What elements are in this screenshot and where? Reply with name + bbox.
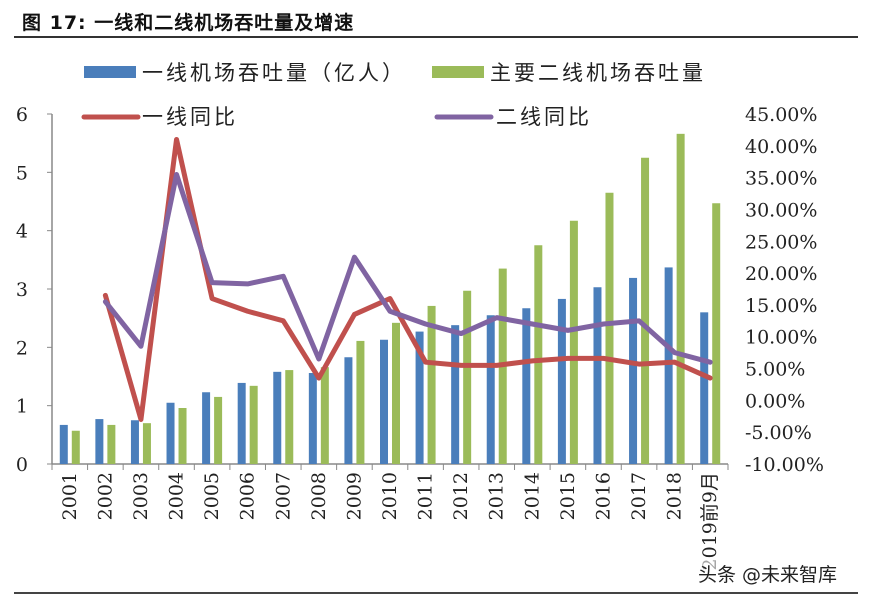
bar-tier1-2015 bbox=[557, 298, 566, 464]
bar-tier2-2016 bbox=[605, 192, 614, 464]
left-tick-label: 5 bbox=[16, 162, 28, 184]
bar-tier1-2017 bbox=[629, 277, 638, 464]
x-tick-label: 2013 bbox=[486, 472, 508, 520]
bar-tier2-2008 bbox=[320, 367, 329, 464]
bottom-rule bbox=[14, 592, 858, 594]
bar-tier2-2018 bbox=[676, 133, 685, 465]
bar-tier2-2009 bbox=[356, 340, 365, 464]
left-tick-label: 2 bbox=[16, 337, 28, 359]
right-tick-label: 15.00% bbox=[745, 295, 817, 317]
bar-tier1-2012 bbox=[451, 325, 460, 464]
bar-tier1-2008 bbox=[308, 373, 317, 464]
bar-tier1-2018 bbox=[664, 267, 673, 464]
bar-tier2-2011 bbox=[427, 305, 436, 464]
bar-tier1-2011 bbox=[415, 331, 424, 464]
x-tick-label: 2016 bbox=[592, 472, 614, 520]
x-tick-label: 2009 bbox=[343, 472, 365, 520]
bar-tier1-2014 bbox=[522, 308, 531, 464]
bar-tier1-2007 bbox=[273, 371, 282, 464]
legend-swatch-tier1-bar bbox=[84, 66, 136, 78]
bar-tier2-2003 bbox=[142, 423, 151, 464]
bar-tier2-2005 bbox=[214, 396, 223, 464]
right-tick-label: 5.00% bbox=[745, 359, 805, 381]
x-tick-label: 2014 bbox=[521, 472, 543, 520]
x-tick-label: 2012 bbox=[450, 472, 472, 520]
bar-tier1-2013 bbox=[486, 315, 495, 464]
right-tick-label: -5.00% bbox=[745, 422, 812, 444]
bar-tier2-2015 bbox=[569, 220, 578, 464]
figure-title: 图 17: 一线和二线机场吞吐量及增速 bbox=[22, 12, 355, 34]
right-tick-label: 30.00% bbox=[745, 199, 817, 221]
left-tick-label: 1 bbox=[16, 396, 28, 418]
bar-tier2-2002 bbox=[107, 424, 116, 464]
bar-tier2-2007 bbox=[285, 370, 294, 464]
bar-tier1-2009 bbox=[344, 357, 353, 464]
watermark: 头条 @未来智库 bbox=[698, 560, 838, 587]
bar-tier2-2017 bbox=[641, 157, 650, 464]
x-tick-label: 2001 bbox=[59, 472, 81, 520]
x-tick-label: 2005 bbox=[201, 472, 223, 520]
bar-tier2-2019前9月 bbox=[712, 203, 721, 464]
bar-tier1-2010 bbox=[380, 339, 388, 464]
x-tick-label: 2003 bbox=[130, 472, 152, 520]
bar-tier1-2006 bbox=[237, 382, 246, 464]
x-tick-label: 2015 bbox=[557, 472, 579, 520]
right-tick-label: 0.00% bbox=[745, 390, 805, 412]
x-tick-label: 2011 bbox=[415, 472, 437, 520]
legend-label-tier1-bar: 一线机场吞吐量（亿人） bbox=[142, 61, 406, 85]
right-tick-label: -10.00% bbox=[745, 454, 824, 476]
x-tick-label: 2019前9月 bbox=[699, 472, 721, 570]
bar-tier1-2002 bbox=[95, 419, 104, 464]
x-tick-label: 2006 bbox=[237, 472, 259, 520]
line-tier2-growth bbox=[102, 171, 713, 365]
x-tick-label: 2002 bbox=[94, 472, 116, 520]
right-tick-label: 45.00% bbox=[745, 104, 817, 126]
bar-tier1-2016 bbox=[593, 287, 602, 464]
left-tick-label: 6 bbox=[16, 104, 28, 126]
right-tick-label: 20.00% bbox=[745, 263, 817, 285]
legend-label-tier2-line: 二线同比 bbox=[496, 105, 592, 129]
bar-tier2-2010 bbox=[392, 322, 400, 464]
left-tick-label: 3 bbox=[16, 279, 28, 301]
bar-tier2-2014 bbox=[534, 245, 543, 464]
left-tick-label: 4 bbox=[16, 221, 28, 243]
x-tick-label: 2004 bbox=[166, 472, 188, 520]
bar-tier1-2001 bbox=[59, 424, 68, 464]
legend-label-tier1-line: 一线同比 bbox=[142, 105, 238, 129]
right-tick-label: 10.00% bbox=[745, 327, 817, 349]
bar-tier2-2001 bbox=[71, 430, 80, 464]
bar-tier1-2019前9月 bbox=[700, 312, 709, 464]
bar-tier1-2003 bbox=[130, 420, 139, 464]
left-tick-label: 0 bbox=[16, 454, 28, 476]
bar-tier2-2012 bbox=[463, 290, 472, 464]
x-tick-label: 2017 bbox=[628, 472, 650, 520]
right-tick-label: 35.00% bbox=[745, 168, 817, 190]
x-tick-label: 2010 bbox=[379, 472, 401, 520]
line-tier1-growth bbox=[102, 136, 713, 422]
right-tick-label: 40.00% bbox=[745, 136, 817, 158]
right-tick-label: 25.00% bbox=[745, 231, 817, 253]
bar-tier1-2004 bbox=[166, 402, 175, 464]
legend-label-tier2-bar: 主要二线机场吞吐量 bbox=[490, 61, 706, 85]
legend-swatch-tier2-bar bbox=[432, 66, 484, 78]
x-tick-label: 2018 bbox=[664, 472, 686, 520]
top-rule bbox=[14, 36, 858, 38]
bar-tier2-2004 bbox=[178, 408, 187, 464]
x-tick-label: 2007 bbox=[272, 472, 294, 520]
x-tick-label: 2008 bbox=[308, 472, 330, 520]
bar-tier2-2006 bbox=[249, 385, 258, 464]
bar-tier1-2005 bbox=[202, 392, 211, 464]
